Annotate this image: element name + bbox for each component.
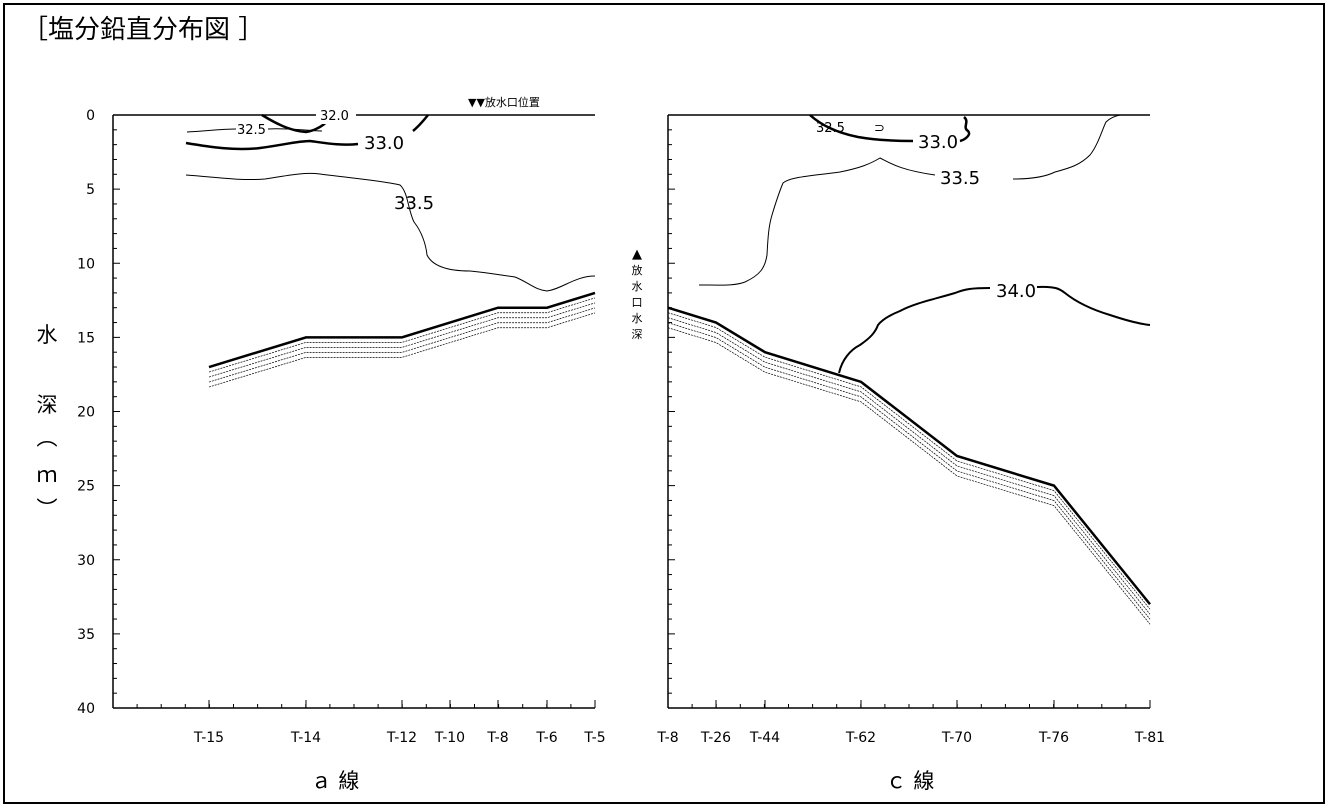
contour-a-32-5 bbox=[186, 128, 323, 133]
x-tick-label-T-12: T-12 bbox=[386, 730, 417, 746]
seabed-line bbox=[208, 291, 596, 369]
seabed-hatch-1 bbox=[667, 312, 1151, 610]
x-tick-label-T-6: T-6 bbox=[535, 730, 557, 746]
contour-c-33-5 bbox=[698, 114, 1121, 286]
x-tick-label-T-15: T-15 bbox=[193, 730, 224, 746]
panel-a-seabed bbox=[208, 291, 596, 388]
seabed-hatch-2 bbox=[208, 302, 596, 378]
seabed-hatch-3 bbox=[667, 322, 1151, 620]
seabed-hatch-4 bbox=[667, 327, 1151, 625]
contour-label-33-0: 33.0 bbox=[364, 133, 404, 154]
y-tick-label-0: 0 bbox=[86, 108, 95, 124]
outfall-depth-char-1: 放 bbox=[632, 263, 643, 277]
contour-label-32-5: 32.5 bbox=[237, 123, 266, 138]
y-axis-label-char-3: ｍ bbox=[37, 463, 58, 487]
y-axis-label-char-1: 深 bbox=[37, 393, 58, 417]
x-tick-label-T-8: T-8 bbox=[486, 730, 508, 746]
contour-c-34-0 bbox=[838, 285, 1151, 374]
y-axis-label-char-0: 水 bbox=[37, 323, 58, 347]
outfall-depth-char-5: 深 bbox=[632, 328, 643, 341]
panel-c-axes bbox=[667, 114, 1150, 709]
outfall-depth-char-4: 水 bbox=[632, 312, 643, 325]
panel-c-contours bbox=[698, 114, 1151, 374]
x-tick-label-T-44: T-44 bbox=[749, 730, 780, 746]
x-tick-label-T-5: T-5 bbox=[583, 730, 605, 746]
panel-a-contour-labels: 32.0 32.5 33.0 33.5 ▼▼放水口位置 bbox=[237, 95, 540, 214]
y-tick-label-10: 10 bbox=[77, 256, 95, 272]
y-tick-label-40: 40 bbox=[77, 701, 95, 717]
contour-a-33-5 bbox=[185, 172, 596, 292]
contour-c-33-0-right bbox=[959, 116, 971, 143]
y-axis-label-char-4: ︶ bbox=[37, 497, 58, 521]
y-tick-label-25: 25 bbox=[77, 479, 95, 495]
panel-a-x-ticks: T-15 T-14 T-12 T-10 T-8 T-6 T-5 bbox=[112, 700, 606, 746]
x-tick-label-T-26: T-26 bbox=[700, 730, 731, 746]
panel-c-seabed bbox=[667, 306, 1151, 625]
contour-mark-c: ⊃ bbox=[874, 121, 885, 136]
seabed-hatch-4 bbox=[208, 312, 596, 388]
contour-c-32-5 bbox=[809, 114, 914, 143]
contour-a-33-0-right bbox=[412, 114, 429, 132]
seabed-hatch-1 bbox=[208, 297, 596, 373]
outfall-depth-char-0: ▲ bbox=[632, 247, 642, 262]
x-tick-label-T-62: T-62 bbox=[845, 730, 876, 746]
seabed-line bbox=[667, 306, 1151, 606]
x-tick-label-T-14: T-14 bbox=[290, 730, 321, 746]
y-tick-label-15: 15 bbox=[77, 330, 95, 346]
contour-label-32-0: 32.0 bbox=[320, 109, 349, 124]
y-tick-label-20: 20 bbox=[77, 405, 95, 421]
seabed-hatch-2 bbox=[667, 317, 1151, 615]
panel-c-contour-labels: 32.5 ⊃ 33.0 33.5 34.0 bbox=[816, 121, 1036, 302]
contour-label-c-34-0: 34.0 bbox=[996, 281, 1036, 302]
x-tick-label-T-76: T-76 bbox=[1038, 730, 1069, 746]
x-tick-label-T-81: T-81 bbox=[1134, 730, 1165, 746]
y-axis-label: 水深 ︵ ｍ ︶ bbox=[37, 323, 58, 521]
panel-a-axes bbox=[112, 114, 595, 709]
outfall-position-marker: ▼▼放水口位置 bbox=[468, 95, 540, 109]
contour-label-c-33-0: 33.0 bbox=[918, 132, 958, 153]
panel-a-y-ticks: 0 5 10 15 20 25 30 35 40 bbox=[77, 108, 120, 717]
y-axis-label-char-2: ︵ bbox=[37, 426, 58, 450]
y-tick-label-35: 35 bbox=[77, 627, 95, 643]
contour-label-c-33-5: 33.5 bbox=[940, 168, 980, 189]
contour-a-33-0-left bbox=[185, 139, 359, 151]
panel-a-contours bbox=[185, 113, 596, 292]
x-tick-label-T-70: T-70 bbox=[941, 730, 972, 746]
figure-frame bbox=[3, 3, 1325, 804]
x-tick-label-T-8: T-8 bbox=[656, 730, 678, 746]
contour-label-33-5: 33.5 bbox=[394, 193, 434, 214]
label-bg-32-0 bbox=[316, 106, 356, 124]
panel-c-x-ticks: T-8 T-26 T-44 T-62 T-70 T-76 T-81 bbox=[656, 700, 1165, 746]
panel-a-xlabel: ａ 線 bbox=[311, 769, 360, 793]
y-tick-label-5: 5 bbox=[86, 182, 95, 198]
outfall-depth-char-2: 水 bbox=[632, 280, 643, 293]
panel-c-xlabel: ｃ 線 bbox=[886, 769, 935, 793]
outfall-depth-char-3: 口 bbox=[632, 296, 643, 309]
contour-label-c-32-5: 32.5 bbox=[816, 121, 845, 136]
figure-title: ［塩分鉛直分布図 ］ bbox=[22, 15, 264, 45]
seabed-hatch-3 bbox=[208, 307, 596, 383]
x-tick-label-T-10: T-10 bbox=[434, 730, 465, 746]
y-tick-label-30: 30 bbox=[77, 553, 95, 569]
panel-c-y-ticks bbox=[668, 114, 675, 709]
